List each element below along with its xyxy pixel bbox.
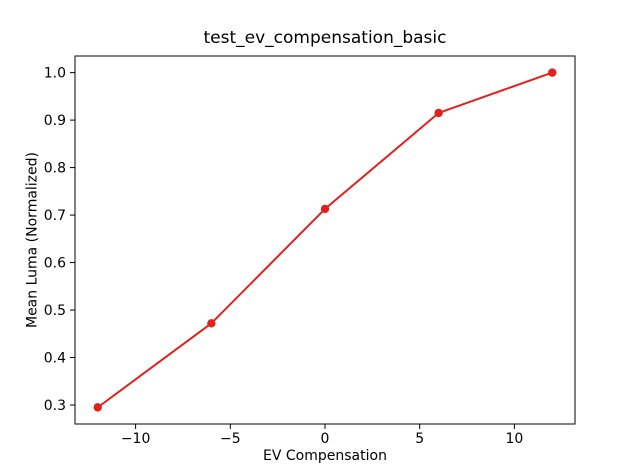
data-point-marker (548, 68, 557, 77)
x-tick-label: −5 (220, 431, 241, 447)
y-tick-label: 1.0 (44, 66, 66, 82)
data-point-marker (434, 108, 443, 118)
x-tick-label: 10 (505, 431, 523, 447)
x-tick-label: 5 (415, 431, 424, 447)
y-tick-label: 0.7 (44, 208, 66, 224)
y-tick-label: 0.9 (44, 113, 66, 129)
x-tick-label: −10 (121, 431, 151, 447)
data-point-marker (207, 319, 216, 328)
data-point-marker (320, 204, 330, 214)
y-tick-label: 0.4 (44, 351, 66, 367)
chart-title: test_ev_compensation_basic (203, 28, 447, 48)
y-tick-label: 0.5 (44, 303, 66, 319)
y-tick-label: 0.6 (44, 256, 66, 272)
series-line-mean-luma (96, 71, 554, 409)
data-point-marker (93, 403, 102, 412)
y-tick-label: 0.3 (44, 398, 66, 414)
x-axis-label: EV Compensation (263, 448, 387, 464)
y-tick-label: 0.8 (44, 161, 66, 177)
x-tick-label: 0 (321, 431, 330, 447)
